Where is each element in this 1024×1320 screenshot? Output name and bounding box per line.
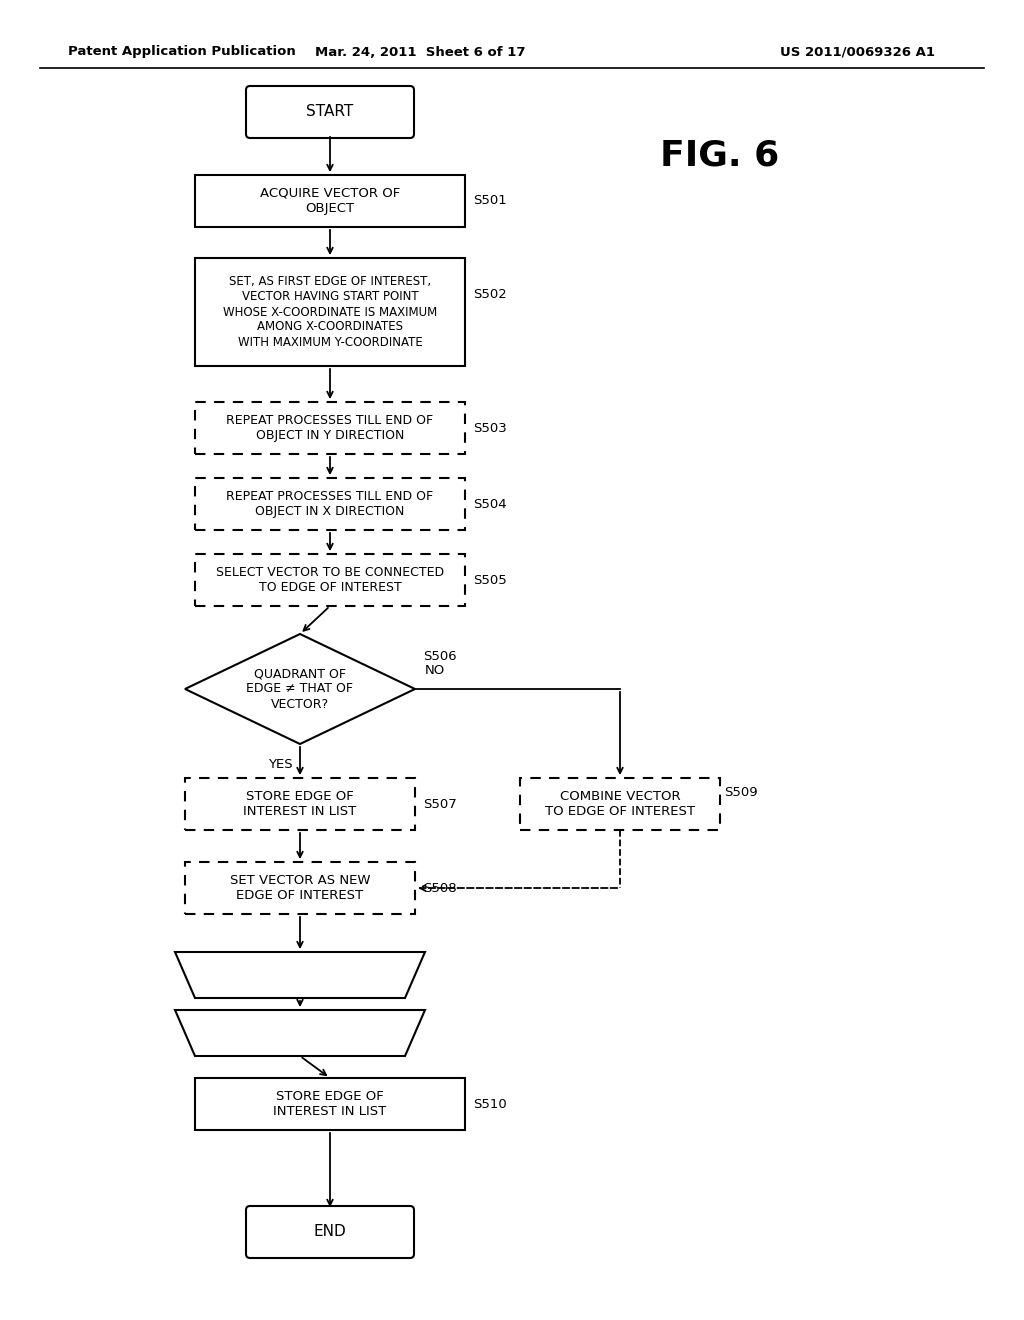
Text: S501: S501: [473, 194, 507, 207]
FancyBboxPatch shape: [246, 1206, 414, 1258]
Text: START: START: [306, 104, 353, 120]
Text: STORE EDGE OF
INTEREST IN LIST: STORE EDGE OF INTEREST IN LIST: [244, 789, 356, 818]
Text: ACQUIRE VECTOR OF
OBJECT: ACQUIRE VECTOR OF OBJECT: [260, 187, 400, 215]
Bar: [195, 1078, 465, 1130]
Bar: [185, 777, 415, 830]
Text: Mar. 24, 2011  Sheet 6 of 17: Mar. 24, 2011 Sheet 6 of 17: [314, 45, 525, 58]
Text: FIG. 6: FIG. 6: [660, 139, 779, 172]
Polygon shape: [185, 634, 415, 744]
Text: Patent Application Publication: Patent Application Publication: [68, 45, 296, 58]
Text: YES: YES: [267, 758, 292, 771]
Bar: [520, 777, 720, 830]
Text: US 2011/0069326 A1: US 2011/0069326 A1: [780, 45, 935, 58]
Text: S505: S505: [473, 573, 507, 586]
Text: S509: S509: [724, 785, 758, 799]
Polygon shape: [175, 1010, 425, 1056]
Text: NO: NO: [425, 664, 445, 677]
Text: S507: S507: [423, 797, 457, 810]
Text: QUADRANT OF
EDGE ≠ THAT OF
VECTOR?: QUADRANT OF EDGE ≠ THAT OF VECTOR?: [247, 668, 353, 710]
Text: STORE EDGE OF
INTEREST IN LIST: STORE EDGE OF INTEREST IN LIST: [273, 1090, 387, 1118]
Text: REPEAT PROCESSES TILL END OF
OBJECT IN Y DIRECTION: REPEAT PROCESSES TILL END OF OBJECT IN Y…: [226, 414, 433, 442]
Text: SET VECTOR AS NEW
EDGE OF INTEREST: SET VECTOR AS NEW EDGE OF INTEREST: [229, 874, 371, 902]
Text: S510: S510: [473, 1097, 507, 1110]
Text: COMBINE VECTOR
TO EDGE OF INTEREST: COMBINE VECTOR TO EDGE OF INTEREST: [545, 789, 695, 818]
FancyBboxPatch shape: [246, 86, 414, 139]
Polygon shape: [175, 952, 425, 998]
Text: S504: S504: [473, 498, 507, 511]
Text: END: END: [313, 1225, 346, 1239]
Bar: [185, 862, 415, 913]
Bar: [195, 257, 465, 366]
Text: SELECT VECTOR TO BE CONNECTED
TO EDGE OF INTEREST: SELECT VECTOR TO BE CONNECTED TO EDGE OF…: [216, 566, 444, 594]
Text: SET, AS FIRST EDGE OF INTEREST,
VECTOR HAVING START POINT
WHOSE X-COORDINATE IS : SET, AS FIRST EDGE OF INTEREST, VECTOR H…: [223, 276, 437, 348]
Text: S503: S503: [473, 421, 507, 434]
Bar: [195, 176, 465, 227]
Bar: [195, 403, 465, 454]
Bar: [195, 478, 465, 531]
Text: S502: S502: [473, 288, 507, 301]
Text: REPEAT PROCESSES TILL END OF
OBJECT IN X DIRECTION: REPEAT PROCESSES TILL END OF OBJECT IN X…: [226, 490, 433, 517]
Text: S506: S506: [423, 649, 457, 663]
Bar: [195, 554, 465, 606]
Text: S508: S508: [423, 882, 457, 895]
